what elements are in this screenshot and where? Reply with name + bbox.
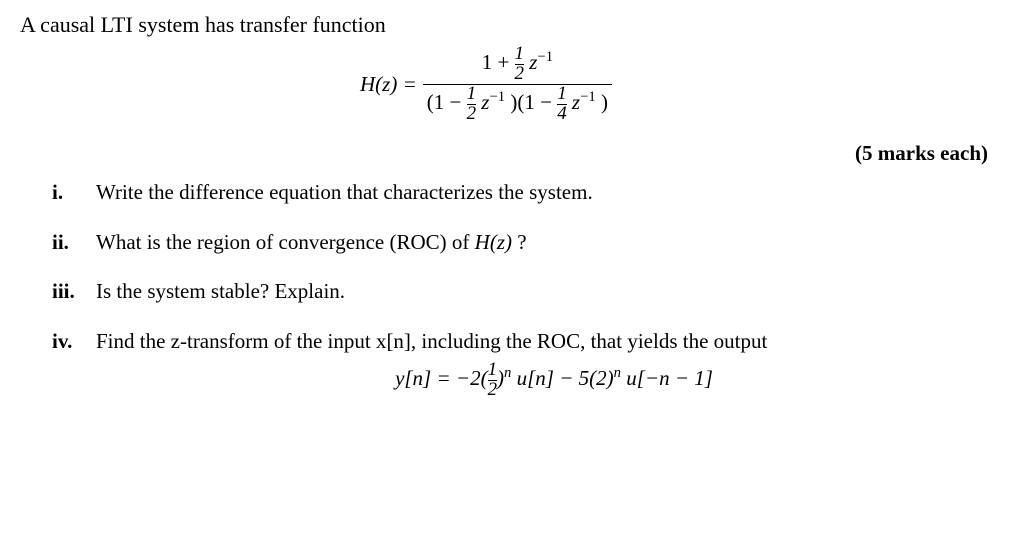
den-half-top: 1: [467, 85, 476, 104]
problem-intro: A causal LTI system has transfer functio…: [20, 8, 1012, 41]
eq2-lhs: y[n] = −2(: [395, 366, 488, 390]
den-open1: (1 −: [427, 90, 467, 114]
num-half-bot: 2: [515, 65, 524, 84]
main-fraction: 1 + 1 2 z−1 (1 − 1 2 z−1 )(1 −: [423, 45, 612, 124]
eq2-exp2: n: [614, 365, 621, 381]
num-exp: −1: [537, 49, 553, 65]
part-ii-label: ii.: [52, 227, 69, 259]
den-z2: z: [572, 90, 580, 114]
den-half: 1 2: [467, 85, 476, 124]
part-i-label: i.: [52, 177, 63, 209]
eq2-u1: u[n] − 5(2): [511, 366, 613, 390]
transfer-function-equation: H(z) = 1 + 1 2 z−1 (1 − 1 2 z−1: [0, 45, 1012, 124]
num-half: 1 2: [515, 45, 524, 84]
equation-lhs: H(z) =: [360, 69, 417, 101]
part-ii-hz: H(z): [475, 230, 512, 254]
part-ii-text-a: What is the region of convergence (ROC) …: [96, 230, 475, 254]
part-i-text: Write the difference equation that chara…: [96, 180, 593, 204]
part-iv: iv. Find the z-transform of the input x[…: [96, 326, 1012, 400]
den-exp2: −1: [580, 89, 596, 105]
eq2-half: 12: [488, 361, 497, 400]
den-close: ): [601, 90, 608, 114]
part-ii-text-b: ?: [512, 230, 527, 254]
part-iii-label: iii.: [52, 276, 75, 308]
marks-label: (5 marks each): [20, 138, 988, 170]
part-i: i. Write the difference equation that ch…: [96, 177, 1012, 209]
eq2-close1: ): [497, 366, 504, 390]
den-quarter-top: 1: [557, 85, 566, 104]
question-list: i. Write the difference equation that ch…: [20, 177, 1012, 400]
den-mid: )(1 −: [510, 90, 557, 114]
den-exp1: −1: [489, 89, 505, 105]
part-iii: iii. Is the system stable? Explain.: [96, 276, 1012, 308]
part-iv-label: iv.: [52, 326, 72, 358]
eq2-u2: u[−n − 1]: [621, 366, 713, 390]
num-half-top: 1: [515, 45, 524, 64]
eq2-half-top: 1: [488, 361, 497, 380]
den-half-bot: 2: [467, 105, 476, 124]
denominator: (1 − 1 2 z−1 )(1 − 1 4 z−1 ): [423, 85, 612, 124]
part-iii-text: Is the system stable? Explain.: [96, 279, 345, 303]
part-iv-text: Find the z-transform of the input x[n], …: [96, 329, 767, 353]
den-quarter-bot: 4: [557, 105, 566, 124]
numerator: 1 + 1 2 z−1: [478, 45, 557, 84]
den-quarter: 1 4: [557, 85, 566, 124]
part-ii: ii. What is the region of convergence (R…: [96, 227, 1012, 259]
output-equation: y[n] = −2(12)n u[n] − 5(2)n u[−n − 1]: [96, 361, 1012, 400]
eq2-half-bot: 2: [488, 381, 497, 400]
num-prefix: 1 +: [482, 50, 515, 74]
